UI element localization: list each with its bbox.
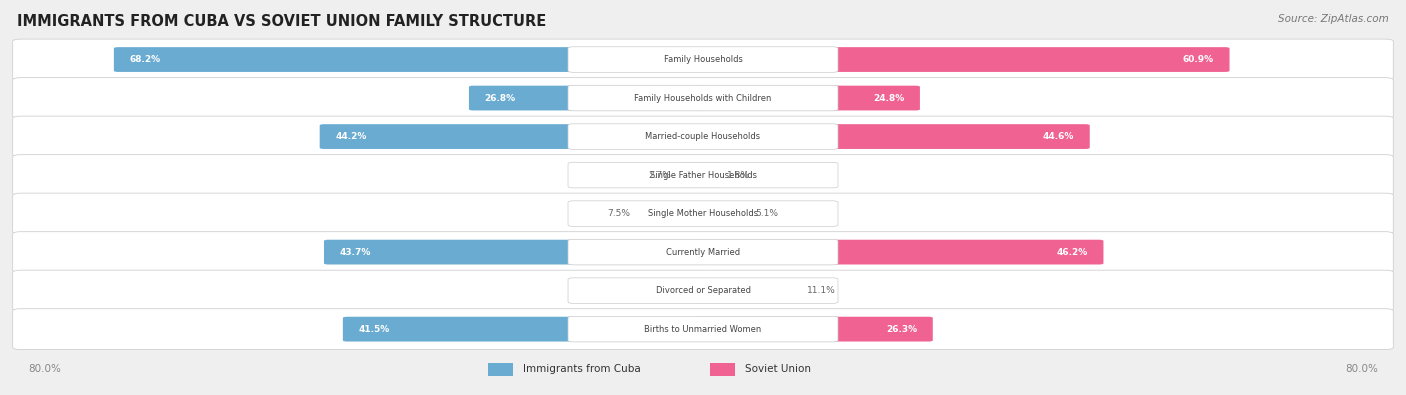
Text: Source: ZipAtlas.com: Source: ZipAtlas.com <box>1278 14 1389 24</box>
FancyBboxPatch shape <box>114 47 707 72</box>
FancyBboxPatch shape <box>699 163 723 188</box>
FancyBboxPatch shape <box>470 86 707 111</box>
Text: Family Households with Children: Family Households with Children <box>634 94 772 103</box>
Text: 15.2%: 15.2% <box>583 286 614 295</box>
FancyBboxPatch shape <box>699 124 1090 149</box>
Text: Divorced or Separated: Divorced or Separated <box>655 286 751 295</box>
FancyBboxPatch shape <box>13 77 1393 118</box>
FancyBboxPatch shape <box>568 239 838 265</box>
Text: 80.0%: 80.0% <box>1346 364 1378 374</box>
FancyBboxPatch shape <box>13 309 1393 350</box>
Text: Births to Unmarried Women: Births to Unmarried Women <box>644 325 762 334</box>
Text: 60.9%: 60.9% <box>1182 55 1213 64</box>
FancyBboxPatch shape <box>699 317 932 342</box>
Text: 24.8%: 24.8% <box>873 94 904 103</box>
Text: 44.2%: 44.2% <box>335 132 367 141</box>
FancyBboxPatch shape <box>319 124 707 149</box>
Text: 1.8%: 1.8% <box>727 171 749 180</box>
FancyBboxPatch shape <box>13 193 1393 234</box>
FancyBboxPatch shape <box>343 317 707 342</box>
FancyBboxPatch shape <box>323 240 707 265</box>
Text: IMMIGRANTS FROM CUBA VS SOVIET UNION FAMILY STRUCTURE: IMMIGRANTS FROM CUBA VS SOVIET UNION FAM… <box>17 14 546 29</box>
FancyBboxPatch shape <box>568 124 838 149</box>
FancyBboxPatch shape <box>568 201 838 226</box>
Text: 44.6%: 44.6% <box>1043 132 1074 141</box>
Text: 26.8%: 26.8% <box>485 94 516 103</box>
FancyBboxPatch shape <box>13 231 1393 273</box>
FancyBboxPatch shape <box>699 240 1104 265</box>
FancyBboxPatch shape <box>13 154 1393 196</box>
Text: Immigrants from Cuba: Immigrants from Cuba <box>523 364 641 374</box>
Text: Soviet Union: Soviet Union <box>745 364 811 374</box>
Text: Currently Married: Currently Married <box>666 248 740 257</box>
Text: 41.5%: 41.5% <box>359 325 389 334</box>
FancyBboxPatch shape <box>13 116 1393 157</box>
Text: 80.0%: 80.0% <box>28 364 60 374</box>
FancyBboxPatch shape <box>568 162 838 188</box>
FancyBboxPatch shape <box>568 85 838 111</box>
FancyBboxPatch shape <box>13 270 1393 311</box>
FancyBboxPatch shape <box>676 163 707 188</box>
Text: 46.2%: 46.2% <box>1057 248 1088 257</box>
FancyBboxPatch shape <box>13 39 1393 80</box>
Text: 5.1%: 5.1% <box>755 209 778 218</box>
FancyBboxPatch shape <box>699 47 1229 72</box>
Text: 7.5%: 7.5% <box>607 209 630 218</box>
Text: 43.7%: 43.7% <box>339 248 371 257</box>
FancyBboxPatch shape <box>699 86 920 111</box>
Text: Family Households: Family Households <box>664 55 742 64</box>
FancyBboxPatch shape <box>568 278 707 303</box>
Text: Single Mother Households: Single Mother Households <box>648 209 758 218</box>
Text: Single Father Households: Single Father Households <box>650 171 756 180</box>
FancyBboxPatch shape <box>568 278 838 303</box>
Text: 2.7%: 2.7% <box>648 171 672 180</box>
Text: 11.1%: 11.1% <box>807 286 835 295</box>
FancyBboxPatch shape <box>699 278 803 303</box>
FancyBboxPatch shape <box>710 363 735 376</box>
FancyBboxPatch shape <box>568 316 838 342</box>
Text: Married-couple Households: Married-couple Households <box>645 132 761 141</box>
Text: 68.2%: 68.2% <box>129 55 160 64</box>
FancyBboxPatch shape <box>699 201 751 226</box>
FancyBboxPatch shape <box>568 47 838 72</box>
FancyBboxPatch shape <box>488 363 513 376</box>
FancyBboxPatch shape <box>634 201 707 226</box>
Text: 26.3%: 26.3% <box>886 325 917 334</box>
